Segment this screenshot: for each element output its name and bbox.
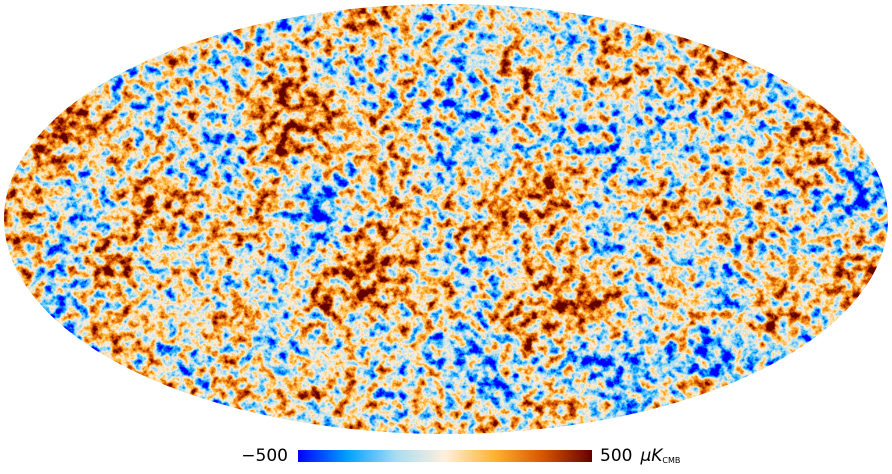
colorbar <box>298 450 592 462</box>
temperature-field <box>4 4 888 434</box>
mollweide-map <box>4 4 888 434</box>
unit-subscript: CMB <box>662 456 680 465</box>
max-value: 500 <box>600 446 632 466</box>
unit: μK <box>639 446 664 466</box>
colorbar-max-label: 500 μKCMB <box>600 446 680 466</box>
colorbar-min-label: −500 <box>241 446 288 466</box>
